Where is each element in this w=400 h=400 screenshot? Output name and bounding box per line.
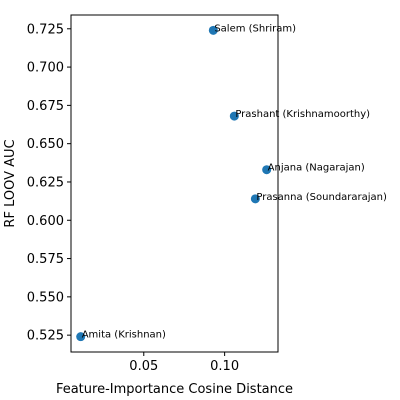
data-points	[76, 25, 272, 342]
y-tick-label: 0.550	[27, 290, 64, 305]
point-label: Anjana (Nagarajan)	[268, 163, 365, 174]
point-label: Amita (Krishnan)	[82, 330, 166, 341]
x-axis-ticks: 0.05 0.10	[129, 352, 239, 374]
scatter-point	[76, 332, 86, 342]
point-label: Salem (Shriram)	[214, 23, 296, 34]
scatter-point	[262, 165, 272, 175]
y-tick-label: 0.525	[27, 329, 64, 344]
y-tick-label: 0.650	[27, 137, 64, 152]
scatter-point	[229, 111, 239, 121]
plot-area-frame	[70, 14, 279, 353]
y-axis-ticks: 0.525 0.550 0.575 0.600 0.625 0.650 0.675 0.700…	[27, 22, 71, 344]
x-tick-label: 0.05	[129, 359, 158, 374]
y-tick-label: 0.575	[27, 252, 64, 267]
scatter-point	[250, 194, 260, 204]
point-label: Prashant (Krishnamoorthy)	[235, 109, 370, 120]
y-tick-label: 0.600	[27, 214, 64, 229]
y-tick-label: 0.625	[27, 175, 64, 190]
x-tick-label: 0.10	[210, 359, 239, 374]
point-labels: Salem (Shriram) Prashant (Krishnamoorthy)…	[82, 23, 387, 340]
scatter-point	[208, 25, 218, 35]
y-tick-label: 0.700	[27, 61, 64, 76]
point-label: Prasanna (Soundararajan)	[256, 192, 387, 203]
x-axis-label: Feature-Importance Cosine Distance	[56, 382, 293, 397]
y-tick-label: 0.675	[27, 99, 64, 114]
y-tick-label: 0.725	[27, 22, 64, 37]
y-axis-label: RF LOOV AUC	[3, 139, 18, 227]
